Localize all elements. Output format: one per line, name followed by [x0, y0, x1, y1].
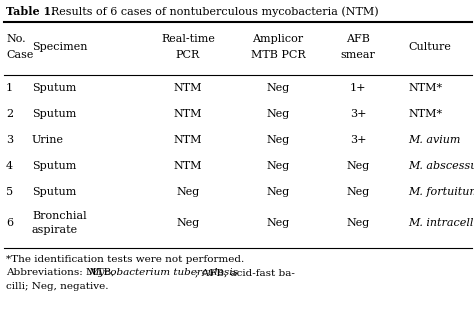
Text: Sputum: Sputum	[32, 109, 76, 119]
Text: Real-time: Real-time	[161, 34, 215, 44]
Text: Neg: Neg	[266, 135, 290, 145]
Text: Case: Case	[6, 50, 33, 60]
Text: Neg: Neg	[346, 187, 370, 197]
Text: 3+: 3+	[350, 135, 366, 145]
Text: Neg: Neg	[266, 109, 290, 119]
Text: 3: 3	[6, 135, 13, 145]
Text: PCR: PCR	[176, 50, 200, 60]
Text: M. intracellulare: M. intracellulare	[408, 218, 474, 228]
Text: Amplicor: Amplicor	[253, 34, 303, 44]
Text: Neg: Neg	[266, 218, 290, 228]
Text: Mycobacterium tuberculosis: Mycobacterium tuberculosis	[88, 268, 238, 277]
Text: 1: 1	[6, 83, 13, 93]
Text: Sputum: Sputum	[32, 83, 76, 93]
Text: NTM*: NTM*	[408, 109, 442, 119]
Text: Neg: Neg	[176, 187, 200, 197]
Text: NTM*: NTM*	[408, 83, 442, 93]
Text: smear: smear	[340, 50, 375, 60]
Text: NTM: NTM	[174, 135, 202, 145]
Text: Bronchial: Bronchial	[32, 211, 87, 221]
Text: NTM: NTM	[174, 109, 202, 119]
Text: MTB PCR: MTB PCR	[251, 50, 305, 60]
Text: ; AFB, acid-fast ba-: ; AFB, acid-fast ba-	[195, 268, 294, 277]
Text: Neg: Neg	[266, 187, 290, 197]
Text: Sputum: Sputum	[32, 161, 76, 171]
Text: Neg: Neg	[176, 218, 200, 228]
Text: Results of 6 cases of nontuberculous mycobacteria (NTM): Results of 6 cases of nontuberculous myc…	[44, 6, 379, 16]
Text: 6: 6	[6, 218, 13, 228]
Text: Neg: Neg	[346, 161, 370, 171]
Text: 3+: 3+	[350, 109, 366, 119]
Text: Sputum: Sputum	[32, 187, 76, 197]
Text: M. abscessus: M. abscessus	[408, 161, 474, 171]
Text: 1+: 1+	[350, 83, 366, 93]
Text: M. avium: M. avium	[408, 135, 460, 145]
Text: AFB: AFB	[346, 34, 370, 44]
Text: cilli; Neg, negative.: cilli; Neg, negative.	[6, 282, 109, 291]
Text: 5: 5	[6, 187, 13, 197]
Text: Urine: Urine	[32, 135, 64, 145]
Text: Neg: Neg	[346, 218, 370, 228]
Text: Culture: Culture	[408, 42, 451, 52]
Text: 2: 2	[6, 109, 13, 119]
Text: Neg: Neg	[266, 83, 290, 93]
Text: *The identification tests were not performed.: *The identification tests were not perfo…	[6, 255, 244, 264]
Text: Specimen: Specimen	[32, 42, 88, 52]
Text: NTM: NTM	[174, 161, 202, 171]
Text: Table 1.: Table 1.	[6, 6, 55, 17]
Text: 4: 4	[6, 161, 13, 171]
Text: NTM: NTM	[174, 83, 202, 93]
Text: aspirate: aspirate	[32, 225, 78, 235]
Text: M. fortuitum: M. fortuitum	[408, 187, 474, 197]
Text: Neg: Neg	[266, 161, 290, 171]
Text: Abbreviations: MTB,: Abbreviations: MTB,	[6, 268, 118, 277]
Text: No.: No.	[6, 34, 26, 44]
